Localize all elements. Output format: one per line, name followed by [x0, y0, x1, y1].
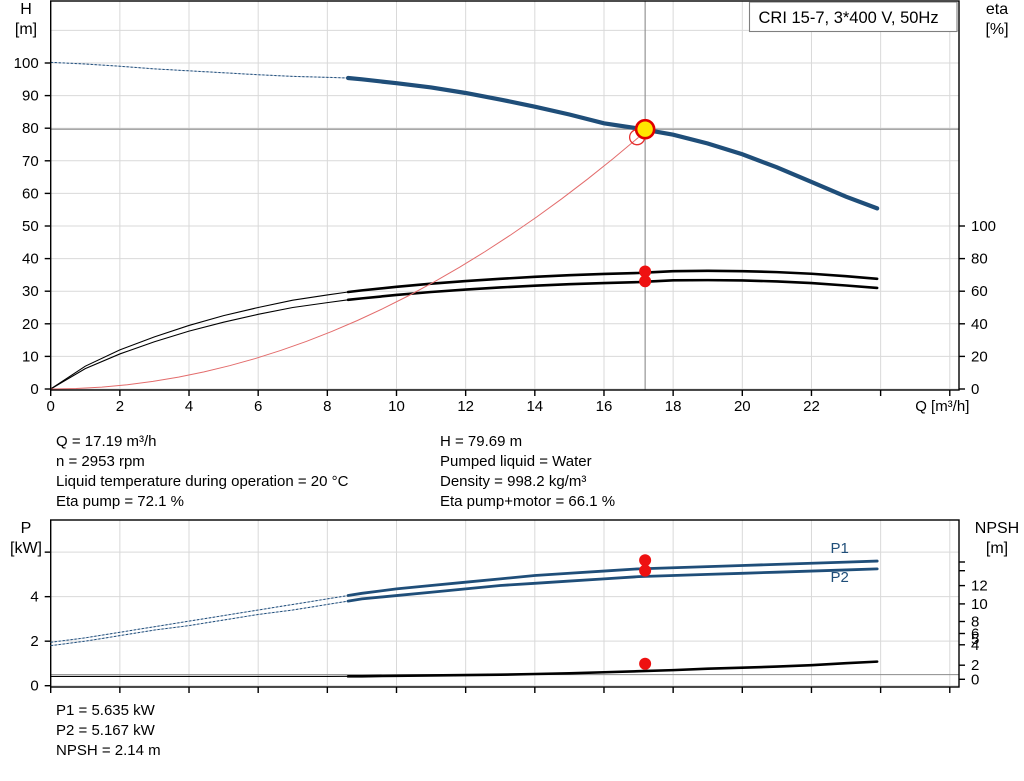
svg-text:100: 100 [14, 55, 39, 72]
svg-text:[kW]: [kW] [10, 540, 42, 557]
svg-text:4: 4 [30, 589, 38, 606]
svg-text:10: 10 [971, 596, 988, 613]
svg-text:2: 2 [116, 398, 124, 415]
svg-text:0: 0 [47, 398, 55, 415]
svg-text:12: 12 [971, 578, 988, 595]
svg-text:20: 20 [22, 316, 39, 333]
svg-text:20: 20 [971, 348, 988, 365]
svg-text:0: 0 [30, 678, 38, 695]
svg-text:P1: P1 [830, 540, 848, 557]
svg-text:0: 0 [30, 381, 38, 398]
svg-text:4: 4 [971, 637, 979, 654]
svg-text:[%]: [%] [985, 21, 1008, 38]
svg-text:30: 30 [22, 283, 39, 300]
svg-text:14: 14 [526, 398, 543, 415]
svg-text:18: 18 [665, 398, 682, 415]
svg-text:[m]: [m] [986, 540, 1008, 557]
svg-text:10: 10 [388, 398, 405, 415]
svg-text:50: 50 [22, 218, 39, 235]
svg-text:CRI 15-7, 3*400 V, 50Hz: CRI 15-7, 3*400 V, 50Hz [759, 9, 939, 27]
svg-text:16: 16 [596, 398, 613, 415]
svg-text:100: 100 [971, 218, 996, 235]
svg-text:10: 10 [22, 348, 39, 365]
svg-text:20: 20 [734, 398, 751, 415]
svg-text:80: 80 [971, 251, 988, 268]
svg-text:2: 2 [30, 633, 38, 650]
svg-text:H: H [20, 1, 32, 18]
svg-text:4: 4 [185, 398, 193, 415]
svg-text:8: 8 [323, 398, 331, 415]
svg-text:80: 80 [22, 120, 39, 137]
svg-text:40: 40 [22, 251, 39, 268]
svg-text:P: P [21, 520, 32, 537]
svg-text:60: 60 [22, 185, 39, 202]
svg-text:22: 22 [803, 398, 820, 415]
svg-text:[m]: [m] [15, 21, 37, 38]
svg-text:2: 2 [971, 657, 979, 674]
svg-text:Q [m³/h]: Q [m³/h] [915, 398, 969, 415]
svg-text:NPSH: NPSH [975, 520, 1019, 537]
svg-text:P2: P2 [830, 569, 848, 586]
svg-text:60: 60 [971, 283, 988, 300]
svg-text:0: 0 [971, 381, 979, 398]
svg-text:90: 90 [22, 88, 39, 105]
svg-text:6: 6 [254, 398, 262, 415]
svg-text:40: 40 [971, 316, 988, 333]
svg-text:12: 12 [457, 398, 474, 415]
svg-text:70: 70 [22, 153, 39, 170]
svg-text:eta: eta [986, 1, 1008, 18]
